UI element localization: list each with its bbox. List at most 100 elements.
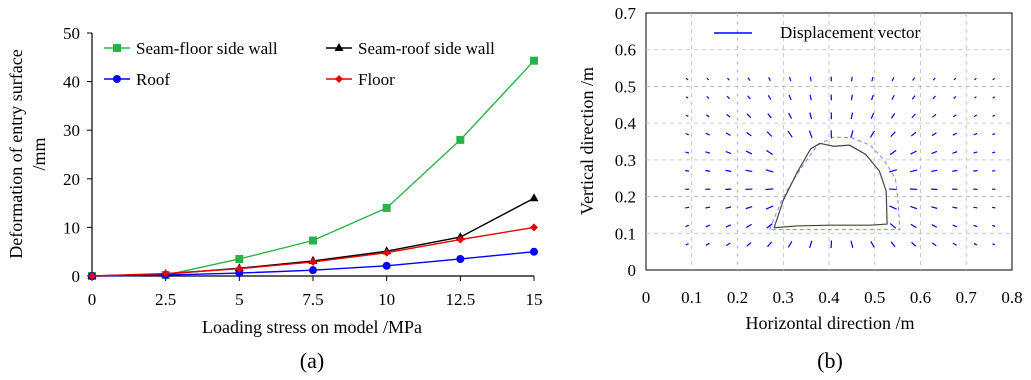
displacement-vector <box>765 169 774 173</box>
data-point-floor <box>456 235 465 244</box>
displacement-vector <box>705 132 710 136</box>
displacement-vector <box>685 224 690 228</box>
panel-b-x-tick-label: 0.2 <box>727 288 748 307</box>
displacement-vector <box>891 94 895 100</box>
displacement-vector <box>685 96 689 99</box>
legend-label-seam-floor-side-wall: Seam-floor side wall <box>136 39 278 58</box>
displacement-vector <box>705 242 710 246</box>
displacement-vector <box>745 150 753 155</box>
data-point-floor <box>530 223 538 232</box>
displacement-vector <box>725 169 732 172</box>
legend-label-seam-roof-side-wall: Seam-roof side wall <box>358 39 495 58</box>
data-point-roof <box>530 247 538 256</box>
displacement-vector <box>911 241 917 247</box>
displacement-vector <box>952 169 958 172</box>
displacement-vector <box>932 95 936 100</box>
legend-marker-seam-floor-side-wall <box>113 44 121 52</box>
panel-a-line-chart: 0 2.5 5 7.5 10 12.5 15 0 10 20 30 40 50 Loading str… <box>6 24 543 373</box>
data-point-roof <box>382 261 391 270</box>
panel-a-x-tick-label: 0 <box>88 290 97 309</box>
displacement-vector <box>726 242 731 247</box>
displacement-vector <box>809 94 812 101</box>
displacement-vector <box>973 132 978 136</box>
displacement-vector <box>766 131 773 137</box>
displacement-vector <box>992 133 996 136</box>
displacement-vector <box>787 130 793 138</box>
data-point-roof <box>456 254 465 263</box>
panel-a-y-tick-label: 40 <box>63 73 80 92</box>
panel-a-y-tick-label: 30 <box>63 121 80 140</box>
displacement-vector <box>705 224 711 228</box>
displacement-vector <box>992 243 996 246</box>
panel-b-x-tick-label: 0.3 <box>773 288 794 307</box>
displacement-vector <box>910 131 917 137</box>
panel-b-x-tick-label: 0.6 <box>910 288 931 307</box>
displacement-vector <box>911 95 916 100</box>
displacement-vector <box>745 223 752 229</box>
panel-b-legend-label: Displacement vector <box>780 23 921 42</box>
displacement-vector <box>850 130 854 139</box>
displacement-vector <box>850 76 853 82</box>
displacement-vector <box>974 96 977 99</box>
displacement-vector <box>890 113 896 119</box>
displacement-vector <box>850 94 853 101</box>
panel-a-y-tick-label: 50 <box>63 24 80 43</box>
displacement-vector <box>726 77 730 81</box>
displacement-vector <box>725 224 732 228</box>
displacement-vector <box>888 188 898 191</box>
displacement-vector <box>685 132 689 136</box>
displacement-vector <box>705 151 711 154</box>
displacement-vector <box>766 150 773 156</box>
displacement-vector <box>992 96 996 99</box>
panel-a-y-tick-label: 20 <box>63 170 80 189</box>
legend-marker-floor <box>335 75 343 83</box>
data-point-seam-floor-side-wall <box>382 203 391 212</box>
displacement-vector <box>932 77 936 81</box>
displacement-vector <box>931 224 937 228</box>
legend-marker-seam-roof-side-wall <box>334 43 344 51</box>
displacement-vector <box>726 95 731 100</box>
displacement-vector <box>931 150 938 155</box>
displacement-vector <box>931 169 938 173</box>
panel-a-x-tick-label: 7.5 <box>302 290 323 309</box>
displacement-vector <box>850 112 854 120</box>
displacement-vector <box>973 206 978 209</box>
displacement-vector <box>809 240 813 248</box>
panel-b-x-tick-label: 0.4 <box>818 288 840 307</box>
displacement-vector <box>705 114 710 118</box>
displacement-vector <box>973 170 978 172</box>
displacement-vector <box>992 206 996 209</box>
legend-marker-roof <box>113 75 121 83</box>
displacement-vector <box>870 94 874 101</box>
displacement-vector <box>931 206 938 209</box>
displacement-vector <box>992 77 996 81</box>
displacement-vector <box>725 150 732 155</box>
panel-a-y-axis-label-line2: /mm <box>29 137 49 170</box>
displacement-vector <box>871 76 874 82</box>
displacement-vector <box>706 77 710 81</box>
displacement-vector <box>705 169 711 172</box>
panel-b-y-axis-label: Vertical direction /m <box>577 67 597 215</box>
data-point-seam-floor-side-wall <box>235 254 244 263</box>
displacement-vector <box>808 130 813 138</box>
displacement-vector <box>767 95 772 100</box>
panel-a-x-tick-label: 2.5 <box>155 290 176 309</box>
displacement-vector <box>952 206 958 209</box>
panel-b-x-tick-label: 0.5 <box>864 288 885 307</box>
panel-b-y-tick-label: 0.1 <box>615 224 636 243</box>
panel-b-y-tick-label: 0.4 <box>615 114 637 133</box>
displacement-vector <box>891 77 895 82</box>
data-point-roof <box>309 266 317 275</box>
panel-b-x-tick-label: 0.1 <box>681 288 702 307</box>
displacement-vector <box>788 112 793 119</box>
displacement-vector <box>726 113 731 118</box>
displacement-vector <box>870 130 875 138</box>
panel-b-label: (b) <box>817 348 843 373</box>
panel-a-y-tick-label: 10 <box>63 218 80 237</box>
data-point-floor <box>309 257 317 266</box>
displacement-vector <box>952 224 958 228</box>
displacement-vector <box>746 113 752 119</box>
panel-b-x-tick-label: 0 <box>642 288 651 307</box>
displacement-vector <box>685 243 689 246</box>
